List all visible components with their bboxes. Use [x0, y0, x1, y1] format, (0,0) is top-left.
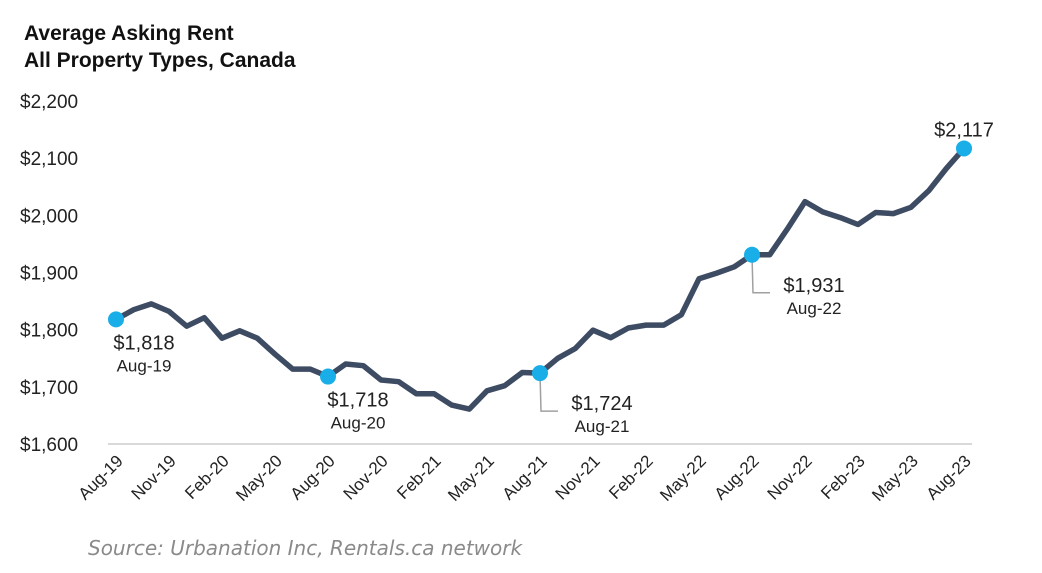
x-tick-label: Feb-22	[605, 451, 657, 503]
annotation-leader-line	[751, 254, 770, 294]
chart-title-line-1: Average Asking Rent	[24, 22, 234, 45]
y-tick-label: $2,200	[20, 92, 78, 113]
x-tick-label: Nov-22	[764, 451, 816, 503]
x-tick-label: Feb-20	[181, 451, 233, 503]
y-tick-label: $2,100	[20, 149, 78, 170]
annotation-value-label: $1,931	[783, 275, 844, 297]
highlight-marker	[532, 365, 548, 382]
chart-title-line-2: All Property Types, Canada	[24, 49, 296, 72]
x-tick-label: Aug-23	[923, 451, 975, 503]
x-tick-label: Aug-22	[711, 451, 763, 503]
highlight-marker	[956, 140, 972, 157]
y-tick-label: $1,800	[20, 321, 78, 342]
highlight-marker	[744, 246, 760, 263]
highlight-marker	[320, 368, 336, 385]
annotation-leader-line	[539, 373, 558, 412]
annotation-date-label: Aug-20	[331, 414, 386, 433]
source-note: Source: Urbanation Inc, Rentals.ca netwo…	[88, 536, 523, 560]
annotation-date-label: Aug-22	[787, 299, 842, 318]
annotation-date-label: Aug-19	[117, 356, 172, 375]
x-tick-label: May-23	[868, 451, 922, 505]
y-tick-label: $1,700	[20, 378, 78, 399]
x-tick-label: Nov-21	[552, 451, 604, 503]
x-tick-label: Nov-20	[340, 451, 392, 503]
x-tick-label: May-21	[444, 451, 498, 505]
annotation-value-label: $1,724	[571, 393, 632, 415]
highlight-marker	[108, 311, 124, 328]
x-tick-label: Feb-23	[817, 451, 869, 503]
y-tick-label: $2,000	[20, 206, 78, 227]
x-tick-label: Nov-19	[128, 451, 180, 503]
y-tick-label: $1,600	[20, 435, 78, 456]
y-tick-label: $1,900	[20, 264, 78, 285]
annotation-value-label: $1,818	[113, 332, 174, 354]
chart-title: Average Asking Rent All Property Types, …	[24, 20, 296, 74]
annotation-value-label: $2,117	[934, 119, 994, 141]
x-tick-label: Aug-19	[75, 451, 127, 503]
x-tick-label: Aug-20	[287, 451, 339, 503]
x-tick-label: Aug-21	[499, 451, 551, 503]
annotation-date-label: Aug-21	[575, 417, 630, 436]
annotation-value-label: $1,718	[327, 390, 388, 412]
x-tick-label: May-20	[232, 451, 286, 505]
x-tick-label: Feb-21	[393, 451, 445, 503]
x-tick-label: May-22	[656, 451, 710, 505]
